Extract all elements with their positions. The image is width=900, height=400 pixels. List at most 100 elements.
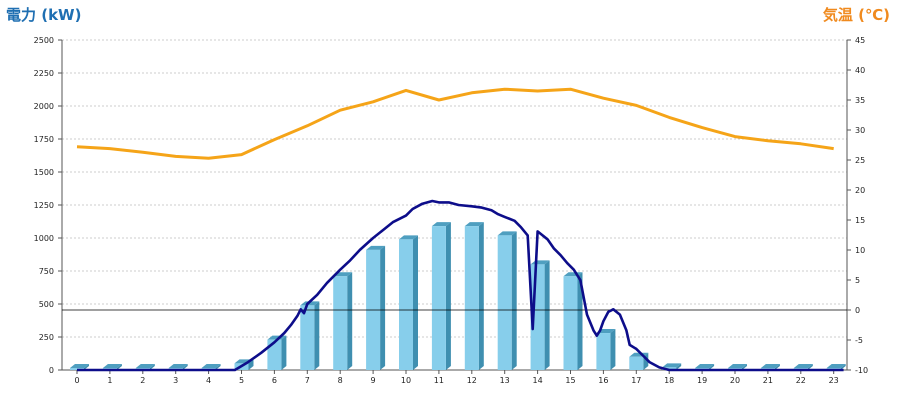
left-tick-label: 2000	[34, 102, 54, 111]
x-tick-label: 6	[272, 376, 277, 385]
x-tick-label: 23	[829, 376, 839, 385]
left-tick-label: 0	[49, 366, 54, 375]
bar-top	[399, 235, 418, 240]
bar	[267, 339, 282, 370]
right-tick-label: 15	[855, 216, 865, 225]
bar-side	[610, 329, 616, 370]
bar-top	[793, 364, 813, 369]
left-tick-label: 1500	[34, 168, 54, 177]
x-tick-label: 16	[598, 376, 608, 385]
x-tick-label: 7	[305, 376, 310, 385]
power-line	[77, 199, 844, 372]
x-tick-label: 19	[697, 376, 707, 385]
bar-side	[544, 260, 550, 370]
bar-top	[102, 364, 122, 369]
bar-top	[464, 222, 484, 227]
x-tick-label: 18	[664, 376, 674, 385]
left-tick-label: 1250	[34, 201, 54, 210]
right-tick-label: 0	[855, 306, 860, 315]
right-tick-label: 25	[855, 156, 865, 165]
right-tick-label: -5	[855, 336, 863, 345]
bar-side	[511, 231, 517, 370]
right-tick-label: 5	[855, 276, 860, 285]
bar	[431, 226, 446, 370]
bar-side	[182, 364, 188, 370]
bar-top	[366, 245, 386, 250]
left-tick-label: 750	[39, 267, 54, 276]
x-tick-label: 1	[107, 376, 112, 385]
x-tick-label: 5	[239, 376, 244, 385]
x-tick-label: 3	[173, 376, 178, 385]
bar-side	[413, 235, 418, 370]
left-tick-label: 2250	[34, 69, 54, 78]
bar-side	[840, 364, 846, 370]
bar	[497, 235, 512, 370]
bar-side	[215, 364, 221, 370]
x-tick-label: 17	[631, 376, 641, 385]
bar	[399, 239, 413, 370]
bar	[300, 305, 315, 370]
bar-side	[445, 222, 451, 370]
x-tick-label: 20	[730, 376, 740, 385]
bar-side	[676, 363, 682, 370]
bar	[629, 356, 644, 370]
bar-side	[478, 222, 484, 370]
x-tick-label: 14	[533, 376, 543, 385]
bar-side	[116, 364, 122, 370]
bar-top	[201, 364, 221, 369]
bar	[464, 226, 479, 370]
bar	[596, 333, 611, 370]
x-tick-label: 21	[763, 376, 773, 385]
x-tick-label: 22	[796, 376, 806, 385]
temperature-line	[76, 87, 834, 160]
right-tick-label: -10	[855, 366, 868, 375]
right-tick-label: 40	[855, 66, 865, 75]
x-tick-label: 0	[74, 376, 79, 385]
left-axis-title: 電力 (kW)	[6, 6, 82, 24]
x-tick-label: 12	[467, 376, 477, 385]
bar-side	[281, 335, 287, 370]
bar-side	[577, 272, 583, 370]
bar	[333, 276, 348, 370]
x-tick-label: 13	[500, 376, 510, 385]
bar-side	[709, 364, 715, 370]
bar-side	[742, 364, 747, 370]
bar-top	[662, 363, 682, 368]
right-tick-label: 45	[855, 36, 865, 45]
bar-top	[695, 364, 715, 369]
x-tick-label: 9	[371, 376, 376, 385]
bar-top	[728, 364, 747, 369]
bar-top	[135, 364, 155, 369]
bar-side	[380, 245, 386, 370]
left-tick-label: 2500	[34, 36, 54, 45]
x-tick-label: 10	[401, 376, 411, 385]
left-tick-label: 1000	[34, 234, 54, 243]
left-tick-label: 1750	[34, 135, 54, 144]
bar-side	[149, 364, 155, 370]
bar-side	[248, 359, 254, 370]
bar-side	[774, 364, 780, 370]
x-tick-label: 2	[140, 376, 145, 385]
right-tick-label: 10	[855, 246, 865, 255]
right-axis-title: 気温 (℃)	[822, 6, 890, 24]
x-tick-label: 11	[434, 376, 444, 385]
bar-side	[314, 301, 320, 370]
bar-top	[168, 364, 188, 369]
bar-top	[826, 364, 846, 369]
bar-side	[347, 272, 353, 370]
bar-top	[431, 222, 451, 227]
left-tick-label: 500	[39, 300, 54, 309]
left-tick-label: 250	[39, 333, 54, 342]
right-tick-label: 20	[855, 186, 865, 195]
x-tick-label: 8	[338, 376, 343, 385]
x-tick-label: 15	[565, 376, 575, 385]
bar-top	[70, 364, 89, 369]
bar	[563, 276, 578, 370]
right-tick-label: 30	[855, 126, 865, 135]
bar-side	[807, 364, 813, 370]
x-tick-label: 4	[206, 376, 211, 385]
bar-side	[84, 364, 89, 370]
bar-top	[760, 364, 780, 369]
